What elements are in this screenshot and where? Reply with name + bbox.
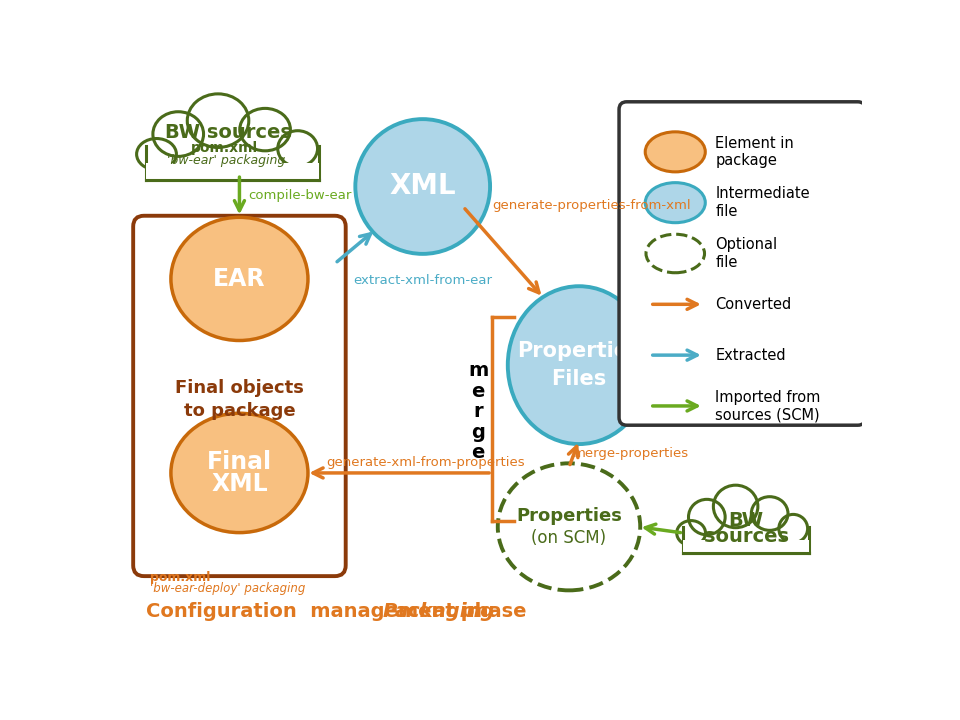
Ellipse shape	[508, 287, 650, 444]
Text: Final: Final	[206, 450, 272, 474]
Text: Files: Files	[551, 369, 607, 389]
Ellipse shape	[277, 131, 318, 166]
Text: BW sources: BW sources	[165, 123, 292, 142]
Text: Optional
file: Optional file	[715, 238, 778, 270]
Ellipse shape	[713, 485, 757, 528]
Text: Properties: Properties	[517, 341, 640, 361]
Text: Extracted: Extracted	[715, 348, 786, 363]
Ellipse shape	[498, 463, 640, 590]
Text: generate-properties-from-xml: generate-properties-from-xml	[492, 199, 690, 212]
Ellipse shape	[645, 183, 706, 222]
Bar	[146, 163, 320, 181]
FancyBboxPatch shape	[133, 216, 346, 576]
Text: BW: BW	[729, 511, 763, 530]
Ellipse shape	[646, 234, 705, 273]
Ellipse shape	[677, 521, 706, 545]
Ellipse shape	[171, 413, 308, 533]
Text: 'bw-ear-deploy' packaging: 'bw-ear-deploy' packaging	[150, 582, 305, 595]
Text: (on SCM): (on SCM)	[532, 528, 607, 546]
Ellipse shape	[171, 217, 308, 341]
Text: merge-properties: merge-properties	[573, 447, 689, 460]
Ellipse shape	[779, 514, 807, 543]
Text: Properties: Properties	[516, 507, 622, 525]
Text: Packaging: Packaging	[383, 602, 495, 621]
Ellipse shape	[187, 94, 249, 148]
Text: pom.xml: pom.xml	[150, 571, 210, 584]
Text: m
e
r
g
e: m e r g e	[468, 361, 489, 462]
Text: XML: XML	[211, 472, 268, 495]
Text: Element in
package: Element in package	[715, 135, 794, 168]
Bar	[684, 540, 809, 555]
FancyBboxPatch shape	[619, 102, 866, 426]
Text: extract-xml-from-ear: extract-xml-from-ear	[353, 274, 492, 287]
Text: pom.xml: pom.xml	[191, 141, 258, 155]
Bar	[684, 523, 809, 554]
Text: phase: phase	[453, 602, 526, 621]
Ellipse shape	[153, 112, 204, 156]
Text: generate-xml-from-properties: generate-xml-from-properties	[326, 456, 525, 469]
Text: 'bw-ear' packaging: 'bw-ear' packaging	[167, 154, 285, 167]
Text: sources: sources	[704, 526, 788, 546]
Ellipse shape	[240, 109, 291, 150]
Ellipse shape	[355, 119, 490, 254]
Text: Intermediate
file: Intermediate file	[715, 186, 810, 219]
Text: Configuration  management in: Configuration management in	[146, 602, 489, 621]
Ellipse shape	[688, 500, 725, 535]
Text: XML: XML	[390, 173, 456, 200]
Text: Final objects
to package: Final objects to package	[175, 379, 304, 420]
Bar	[146, 143, 320, 180]
Text: EAR: EAR	[213, 267, 266, 291]
Ellipse shape	[645, 132, 706, 172]
Text: Converted: Converted	[715, 297, 792, 312]
Ellipse shape	[136, 138, 177, 170]
Text: Imported from
sources (SCM): Imported from sources (SCM)	[715, 390, 821, 422]
Ellipse shape	[752, 497, 788, 531]
Text: compile-bw-ear: compile-bw-ear	[249, 189, 352, 202]
